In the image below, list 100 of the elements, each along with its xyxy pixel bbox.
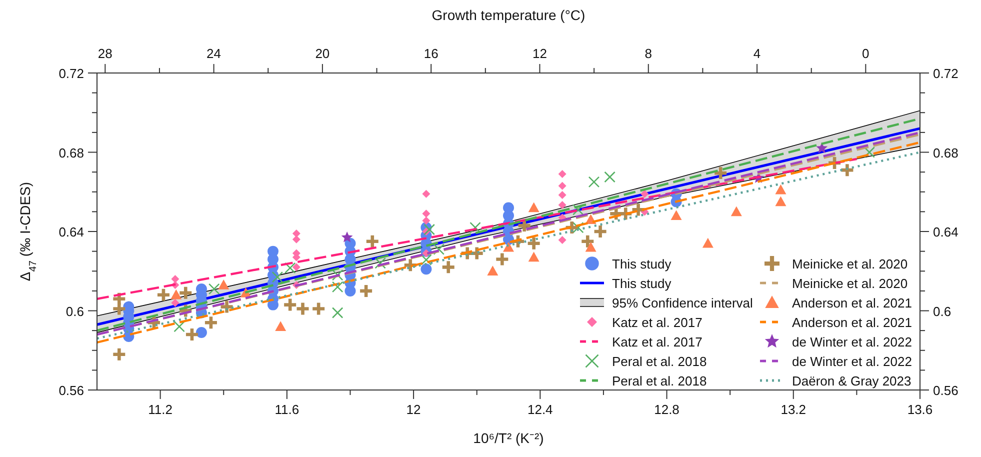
legend-label: Katz et al. 2017 <box>612 334 702 350</box>
point <box>572 222 584 234</box>
point <box>585 242 596 252</box>
point <box>558 170 566 178</box>
point <box>558 200 566 209</box>
x2-tick-label: 8 <box>644 46 652 61</box>
point <box>420 264 432 275</box>
x2-tick-label: 28 <box>98 46 112 61</box>
point <box>558 182 566 190</box>
point <box>178 285 194 301</box>
y2-tick-label: 0.64 <box>933 224 958 240</box>
legend-label: Meinicke et al. 2020 <box>792 276 908 291</box>
legend-label: de Winter et al. 2022 <box>792 334 912 350</box>
y-tick-label: 0.64 <box>58 224 84 240</box>
point <box>528 202 540 212</box>
y-tick-label: 0.68 <box>58 145 84 160</box>
point <box>332 281 344 293</box>
point <box>218 279 230 290</box>
point <box>775 196 786 206</box>
x-tick-label: 13.6 <box>907 402 933 417</box>
point <box>310 301 326 316</box>
point <box>332 269 344 281</box>
x2-tick-label: 16 <box>424 46 438 61</box>
point <box>374 258 386 269</box>
point <box>864 146 876 158</box>
point <box>112 301 127 316</box>
point <box>156 287 172 303</box>
x2-tick-label: 20 <box>315 46 330 61</box>
legend-label: de Winter et al. 2022 <box>792 354 912 369</box>
x-tick-label: 12.4 <box>528 402 553 417</box>
legend-label: Daëron & Gray 2023 <box>792 374 912 388</box>
point <box>184 326 200 342</box>
point <box>816 142 828 154</box>
point <box>526 236 542 252</box>
point <box>341 231 353 242</box>
point <box>588 176 600 188</box>
x-tick-label: 12 <box>406 402 421 417</box>
point <box>170 289 182 300</box>
point <box>420 254 432 266</box>
point <box>422 216 430 225</box>
point <box>282 297 298 312</box>
legend-label: This study <box>612 276 672 291</box>
point <box>528 252 540 262</box>
point <box>580 234 596 250</box>
legend-label: Anderson et al. 2021 <box>792 315 912 330</box>
point <box>730 206 742 216</box>
legend-label: Meinicke et al. 2020 <box>792 256 908 272</box>
point <box>208 283 220 295</box>
point <box>364 234 380 250</box>
point <box>171 298 180 307</box>
y2-tick-label: 0.6 <box>933 304 952 319</box>
x-tick-label: 13.2 <box>780 402 806 417</box>
point <box>284 262 296 274</box>
point <box>503 242 514 252</box>
x-tick-label: 12.8 <box>654 402 680 417</box>
annotation: 95% Confidence interval <box>612 296 754 310</box>
point <box>196 327 207 338</box>
point <box>112 346 127 362</box>
point <box>604 171 616 183</box>
point <box>424 224 436 236</box>
point <box>295 301 310 316</box>
y-tick-label: 0.72 <box>58 66 84 81</box>
x2-tick-label: 4 <box>753 46 761 61</box>
point <box>712 165 728 181</box>
point <box>275 321 286 331</box>
point <box>640 190 649 198</box>
point <box>775 184 786 194</box>
point <box>292 229 300 238</box>
point <box>572 204 584 216</box>
x2-tick-label: 0 <box>862 46 870 61</box>
point <box>433 244 445 255</box>
point <box>487 266 498 276</box>
legend-label: Katz et al. 2017 <box>612 315 702 330</box>
x-axis-title: 10⁶/T² (K⁻²) <box>473 430 544 446</box>
point <box>558 191 566 200</box>
point <box>840 162 855 178</box>
point <box>174 320 185 332</box>
point <box>702 238 714 248</box>
x2-tick-label: 24 <box>206 46 222 61</box>
point <box>358 283 374 299</box>
y-tick-label: 0.6 <box>66 304 84 319</box>
point <box>558 236 566 244</box>
x2-tick-label: 12 <box>532 46 547 61</box>
x2-axis-title: Growth temperature (°C) <box>432 7 586 23</box>
x-tick-label: 11.2 <box>148 402 172 417</box>
legend-label: This study <box>612 256 672 272</box>
point <box>292 263 300 272</box>
point <box>203 314 219 330</box>
point <box>422 210 430 218</box>
legend-label: Peral et al. 2018 <box>612 374 707 388</box>
point <box>440 260 456 275</box>
y-tick-label: 0.56 <box>58 383 84 398</box>
point <box>494 252 510 267</box>
point <box>272 271 284 283</box>
legend-label: Anderson et al. 2021 <box>792 296 912 310</box>
y2-tick-label: 0.56 <box>933 383 958 398</box>
y2-tick-label: 0.72 <box>933 66 958 81</box>
point <box>592 224 608 240</box>
point <box>670 210 682 220</box>
x-tick-label: 11.6 <box>274 402 300 417</box>
